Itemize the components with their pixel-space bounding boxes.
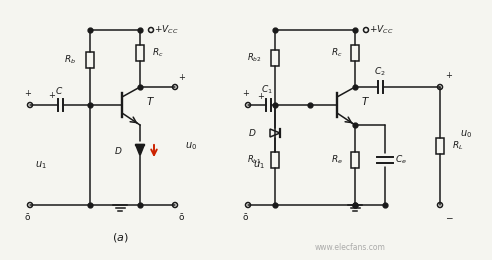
Text: $C_e$: $C_e$ bbox=[395, 154, 407, 166]
Text: $(a)$: $(a)$ bbox=[112, 231, 128, 244]
Bar bbox=[271, 152, 279, 168]
Bar bbox=[351, 45, 359, 61]
Text: $\bar{\rm o}$: $\bar{\rm o}$ bbox=[25, 212, 31, 223]
Text: $+V_{CC}$: $+V_{CC}$ bbox=[154, 24, 179, 36]
Text: $T$: $T$ bbox=[361, 95, 370, 107]
Text: $+$: $+$ bbox=[445, 70, 453, 80]
Text: www.elecfans.com: www.elecfans.com bbox=[314, 244, 385, 252]
Text: $+$: $+$ bbox=[178, 72, 186, 82]
Text: $+$: $+$ bbox=[48, 90, 56, 100]
Text: $R_c$: $R_c$ bbox=[331, 47, 343, 59]
Text: $C_2$: $C_2$ bbox=[374, 66, 386, 78]
Text: $-$: $-$ bbox=[445, 212, 454, 221]
Text: $+$: $+$ bbox=[257, 91, 265, 101]
Text: $+$: $+$ bbox=[24, 88, 32, 98]
Bar bbox=[136, 45, 144, 61]
Text: $C$: $C$ bbox=[55, 85, 63, 96]
Text: $u_0$: $u_0$ bbox=[460, 128, 472, 140]
Text: $u_0$: $u_0$ bbox=[185, 140, 197, 152]
Text: $R_L$: $R_L$ bbox=[452, 140, 463, 152]
Bar bbox=[436, 138, 444, 154]
Bar bbox=[351, 152, 359, 168]
Text: $T$: $T$ bbox=[146, 95, 155, 107]
Text: $+$: $+$ bbox=[242, 88, 250, 98]
Text: $R_c$: $R_c$ bbox=[152, 47, 164, 59]
Text: $R_b$: $R_b$ bbox=[64, 54, 76, 66]
Text: $\bar{\rm o}$: $\bar{\rm o}$ bbox=[243, 212, 249, 223]
Text: $R_e$: $R_e$ bbox=[331, 154, 343, 166]
Bar bbox=[271, 50, 279, 66]
Bar bbox=[86, 52, 94, 68]
Text: $D$: $D$ bbox=[248, 127, 257, 139]
Polygon shape bbox=[136, 145, 144, 155]
Text: $\bar{\rm o}$: $\bar{\rm o}$ bbox=[178, 212, 185, 223]
Text: $u_1$: $u_1$ bbox=[35, 159, 47, 171]
Text: $R_{b2}$: $R_{b2}$ bbox=[247, 52, 262, 64]
Text: $D$: $D$ bbox=[114, 145, 122, 155]
Text: $R_{b1}$: $R_{b1}$ bbox=[247, 154, 262, 166]
Text: $C_1$: $C_1$ bbox=[261, 83, 273, 96]
Text: $+V_{CC}$: $+V_{CC}$ bbox=[369, 24, 394, 36]
Text: $u_1$: $u_1$ bbox=[253, 159, 265, 171]
